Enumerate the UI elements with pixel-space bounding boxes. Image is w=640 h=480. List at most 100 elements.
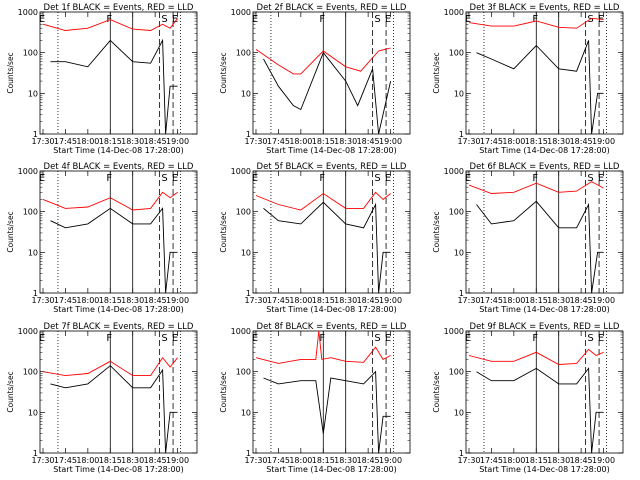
- marker-label: S: [374, 173, 380, 184]
- y-tick-label: 10: [241, 89, 251, 98]
- y-tick-label: 10: [28, 408, 38, 417]
- x-tick-label: 19:00: [379, 456, 402, 465]
- marker-label: E: [598, 333, 604, 344]
- lld-series-line: [42, 18, 178, 31]
- events-series-line: [50, 365, 178, 454]
- marker-label: E: [385, 333, 391, 344]
- y-tick-label: 100: [23, 49, 38, 58]
- y-axis-label: Counts/sec: [6, 371, 15, 412]
- y-tick-label: 1: [459, 130, 464, 139]
- x-tick-label: 18:00: [289, 137, 312, 146]
- x-tick-label: 18:45: [357, 296, 380, 305]
- events-series-line: [263, 201, 391, 294]
- marker-label: E: [598, 173, 604, 184]
- lld-series-line: [255, 330, 391, 364]
- x-tick-label: 18:00: [502, 456, 525, 465]
- marker-label: F: [532, 333, 538, 344]
- panel: Det 3f BLACK = Events, RED = LLD 1 10 100 10…: [432, 3, 624, 155]
- x-tick-label: 17:45: [267, 137, 290, 146]
- marker-label: E: [252, 333, 258, 344]
- x-tick-label: 18:00: [76, 456, 99, 465]
- x-tick-label: 19:00: [166, 456, 189, 465]
- x-tick-label: 17:30: [31, 296, 54, 305]
- panel: Det 4f BLACK = Events, RED = LLD 1 10 100 10…: [6, 162, 198, 314]
- x-tick-label: 18:30: [547, 296, 570, 305]
- marker-label: S: [374, 333, 380, 344]
- x-tick-label: 17:30: [31, 137, 54, 146]
- panel: Det 6f BLACK = Events, RED = LLD 1 10 100 10…: [432, 162, 624, 314]
- x-tick-label: 19:00: [592, 456, 615, 465]
- y-tick-label: 100: [236, 208, 251, 217]
- x-tick-label: 17:45: [480, 137, 503, 146]
- x-axis-label: Start Time (14-Dec-08 17:28:00): [479, 465, 610, 474]
- marker-label: S: [587, 173, 593, 184]
- plot-frame: [252, 11, 411, 135]
- panel-title: Det 7f BLACK = Events, RED = LLD: [44, 322, 194, 332]
- marker-label: F: [319, 333, 325, 344]
- y-tick-label: 100: [23, 208, 38, 217]
- marker-label: E: [252, 173, 258, 184]
- panel-title: Det 5f BLACK = Events, RED = LLD: [257, 162, 407, 172]
- y-tick-label: 1000: [18, 167, 38, 176]
- events-series-line: [476, 200, 604, 294]
- x-tick-label: 18:30: [121, 456, 144, 465]
- y-axis-label: Counts/sec: [6, 211, 15, 252]
- y-axis-label: Counts/sec: [219, 371, 228, 412]
- x-tick-label: 19:00: [166, 296, 189, 305]
- y-tick-label: 10: [454, 248, 464, 257]
- events-series-line: [263, 51, 392, 135]
- plot-frame: [39, 330, 198, 454]
- y-tick-label: 1000: [231, 167, 251, 176]
- y-tick-label: 1: [459, 289, 464, 298]
- y-tick-label: 10: [28, 89, 38, 98]
- lld-series-line: [255, 191, 391, 211]
- x-tick-label: 18:15: [99, 137, 122, 146]
- panel-title: Det 1f BLACK = Events, RED = LLD: [44, 3, 194, 13]
- marker-label: F: [106, 333, 112, 344]
- y-axis-label: Counts/sec: [432, 52, 441, 93]
- panel: Det 2f BLACK = Events, RED = LLD 1 10 100 10…: [219, 3, 411, 155]
- x-tick-label: 18:30: [547, 137, 570, 146]
- y-tick-label: 10: [241, 248, 251, 257]
- marker-label: E: [385, 14, 391, 25]
- x-tick-label: 19:00: [379, 296, 402, 305]
- panel-title: Det 4f BLACK = Events, RED = LLD: [44, 162, 194, 172]
- marker-label: S: [161, 14, 167, 25]
- panel: Det 1f BLACK = Events, RED = LLD 1 10 100 10…: [6, 3, 198, 155]
- x-tick-label: 18:45: [570, 296, 593, 305]
- x-tick-label: 18:00: [502, 137, 525, 146]
- marker-label: E: [39, 173, 45, 184]
- x-tick-label: 18:00: [289, 296, 312, 305]
- x-axis-label: Start Time (14-Dec-08 17:28:00): [266, 305, 397, 314]
- x-tick-label: 18:30: [334, 296, 357, 305]
- x-tick-label: 18:00: [502, 296, 525, 305]
- x-tick-label: 18:45: [144, 137, 167, 146]
- x-tick-label: 17:45: [267, 296, 290, 305]
- plot-frame: [465, 11, 624, 135]
- events-series-line: [476, 367, 604, 454]
- x-axis-label: Start Time (14-Dec-08 17:28:00): [53, 305, 184, 314]
- lld-series-line: [468, 181, 604, 194]
- marker-label: F: [319, 173, 325, 184]
- lld-series-line: [255, 47, 391, 75]
- plot-frame: [39, 11, 198, 135]
- x-tick-label: 17:45: [54, 137, 77, 146]
- y-tick-label: 1: [246, 449, 251, 458]
- y-tick-label: 100: [449, 368, 464, 377]
- x-axis-label: Start Time (14-Dec-08 17:28:00): [53, 146, 184, 155]
- x-tick-label: 18:45: [144, 456, 167, 465]
- panel-title: Det 6f BLACK = Events, RED = LLD: [470, 162, 620, 172]
- x-axis-label: Start Time (14-Dec-08 17:28:00): [53, 465, 184, 474]
- panel: Det 9f BLACK = Events, RED = LLD 1 10 100 10…: [432, 322, 624, 474]
- x-tick-label: 19:00: [592, 137, 615, 146]
- x-tick-label: 18:00: [76, 296, 99, 305]
- y-tick-label: 1: [33, 289, 38, 298]
- plot-frame: [465, 170, 624, 294]
- x-tick-label: 18:30: [121, 137, 144, 146]
- events-series-line: [476, 40, 604, 135]
- y-tick-label: 10: [454, 408, 464, 417]
- panel: Det 5f BLACK = Events, RED = LLD 1 10 100 10…: [219, 162, 411, 314]
- x-tick-label: 18:00: [289, 456, 312, 465]
- x-tick-label: 18:15: [312, 137, 335, 146]
- plot-frame: [252, 330, 411, 454]
